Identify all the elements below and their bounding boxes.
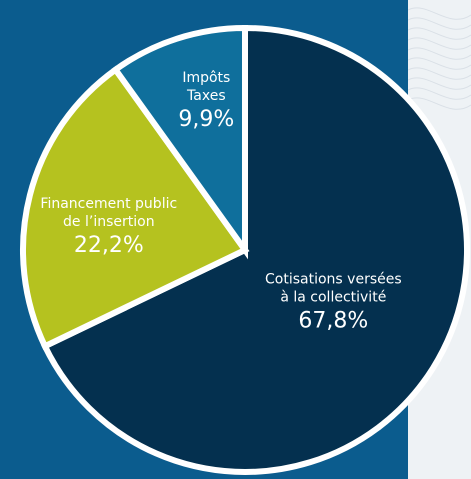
- pie-slice-3: [111, 24, 248, 260]
- slice-value-label: 22,2%: [74, 233, 144, 258]
- pie-labels: Cotisations versées à la collectivité 67,8…: [40, 70, 401, 333]
- decorative-wave-pattern: [408, 7, 471, 110]
- slice-label-line: Impôts: [182, 70, 230, 86]
- slice-label-2: Financement public de l’insertion 22,2%: [40, 196, 177, 258]
- slice-label-3: Impôts Taxes 9,9%: [178, 70, 234, 132]
- pie-slice-2: [20, 65, 250, 351]
- slice-label-line: à la collectivité: [280, 290, 386, 306]
- slice-label-line: Financement public: [40, 196, 177, 212]
- slice-value-label: 9,9%: [178, 107, 234, 132]
- slice-label-1: Cotisations versées à la collectivité 67,8…: [265, 272, 402, 334]
- slice-label-line: de l’insertion: [63, 214, 155, 230]
- slice-label-line: Taxes: [186, 88, 226, 104]
- slice-value-label: 67,8%: [298, 309, 368, 334]
- pie-slice-1: [40, 24, 470, 475]
- pie-slices: [20, 24, 470, 475]
- slice-label-line: Cotisations versées: [265, 272, 402, 288]
